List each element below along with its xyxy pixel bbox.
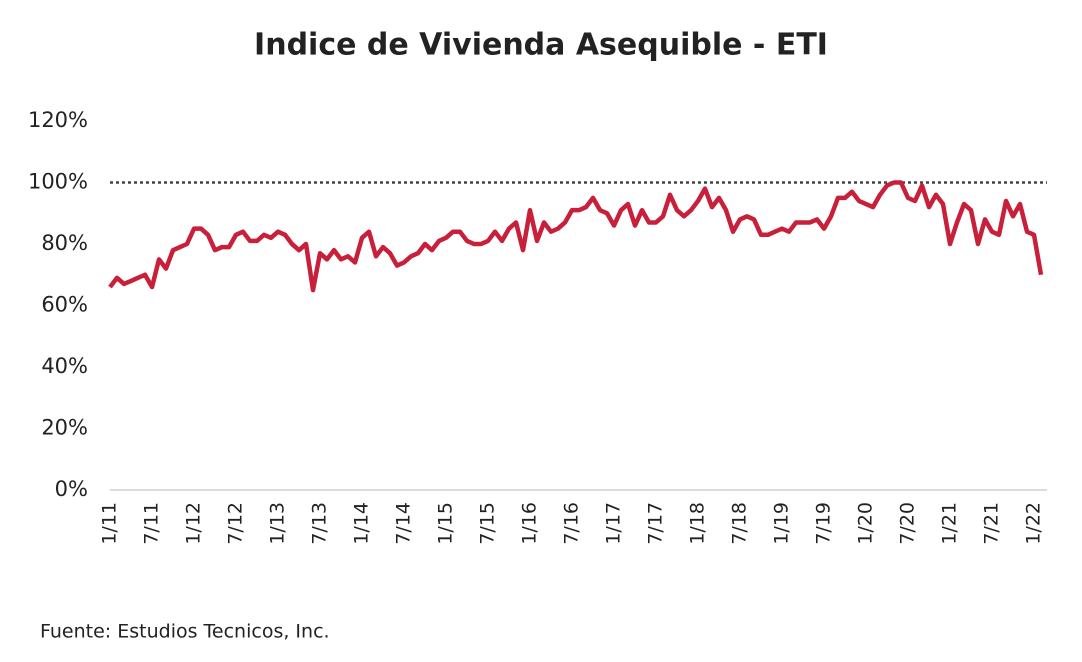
x-tick-label: 7/17 <box>645 502 667 545</box>
x-tick-label: 1/12 <box>183 502 205 545</box>
x-tick-label: 7/20 <box>897 502 919 545</box>
x-tick-label: 7/18 <box>729 502 751 545</box>
x-tick-label: 1/19 <box>771 502 793 545</box>
x-tick-label: 1/13 <box>267 502 289 545</box>
y-tick-label: 40% <box>41 354 88 378</box>
chart-title: Indice de Vivienda Asequible - ETI <box>254 28 828 63</box>
x-tick-label: 7/14 <box>393 502 415 545</box>
x-tick-label: 1/18 <box>687 502 709 545</box>
x-tick-label: 7/15 <box>477 502 499 545</box>
y-tick-label: 20% <box>41 416 88 440</box>
data-line <box>108 180 1044 293</box>
x-tick-label: 1/21 <box>939 502 961 545</box>
x-tick-label: 7/13 <box>309 502 331 545</box>
x-tick-label: 1/20 <box>855 502 877 545</box>
y-tick-label: 0% <box>55 477 88 501</box>
y-tick-label: 120% <box>28 108 88 132</box>
x-tick-label: 7/21 <box>981 502 1003 545</box>
y-tick-label: 100% <box>28 170 88 194</box>
source-note: Fuente: Estudios Tecnicos, Inc. <box>40 621 330 643</box>
x-tick-label: 7/12 <box>225 502 247 545</box>
y-tick-label: 80% <box>41 231 88 255</box>
x-tick-label: 7/19 <box>813 502 835 545</box>
x-tick-label: 7/11 <box>141 502 163 545</box>
x-tick-label: 1/17 <box>603 502 625 545</box>
x-tick-label: 1/22 <box>1023 502 1045 545</box>
y-tick-label: 60% <box>41 293 88 317</box>
x-tick-label: 1/15 <box>435 502 457 545</box>
x-tick-label: 1/11 <box>99 502 121 545</box>
x-tick-label: 7/16 <box>561 502 583 545</box>
x-tick-label: 1/14 <box>351 502 373 545</box>
x-tick-label: 1/16 <box>519 502 541 545</box>
